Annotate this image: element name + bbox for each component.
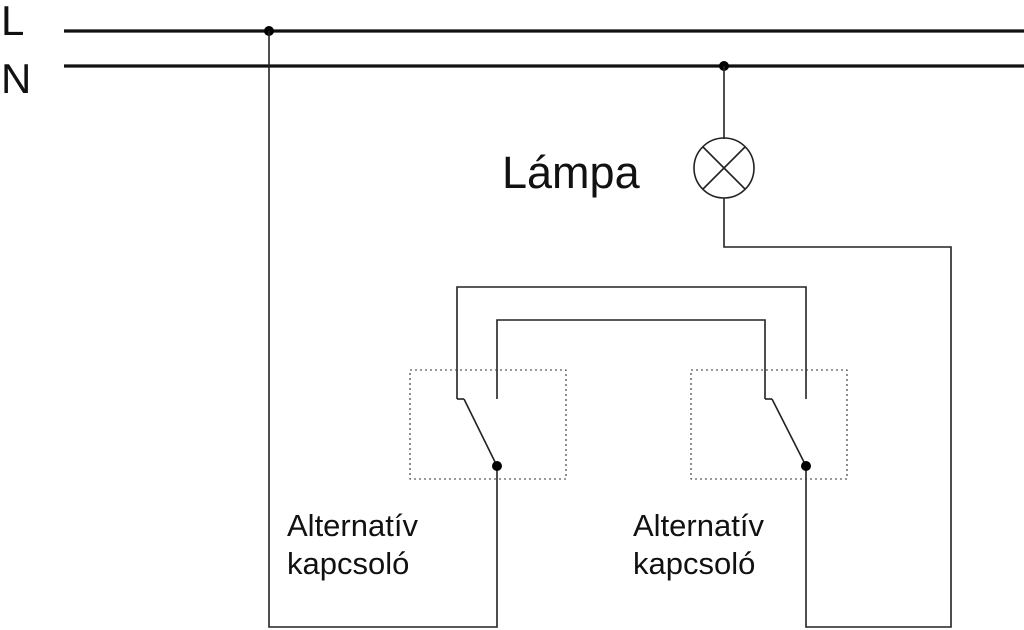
live-feed-wire: [268, 31, 498, 628]
switch-1-label-line1: Alternatív: [287, 508, 418, 543]
switch-2-box: [690, 369, 848, 480]
switch-1-lever: [463, 398, 498, 467]
lamp-return-wire: [723, 198, 952, 628]
lamp-label: Lámpa: [502, 147, 640, 198]
two-way-switch-icon: [409, 369, 567, 480]
switch-1-box: [409, 369, 567, 480]
switch-1-label: Alternatív kapcsoló: [287, 507, 418, 583]
lamp-symbol-icon: [693, 137, 755, 199]
neutral-line-label: N: [1, 55, 32, 102]
traveller-wire-outer: [456, 286, 807, 399]
switch-2-lever: [771, 398, 807, 467]
switch-2-common-node: [801, 461, 811, 471]
switch-1-label-line2: kapcsoló: [287, 546, 410, 581]
switch-2-label: Alternatív kapcsoló: [633, 507, 764, 583]
switch-1-common-node: [492, 461, 502, 471]
live-line-label: L: [1, 0, 25, 44]
switch-2-label-line2: kapcsoló: [633, 546, 756, 581]
switch-2-label-line1: Alternatív: [633, 508, 764, 543]
traveller-wire-inner: [496, 319, 766, 399]
two-way-switch-icon: [690, 369, 848, 480]
